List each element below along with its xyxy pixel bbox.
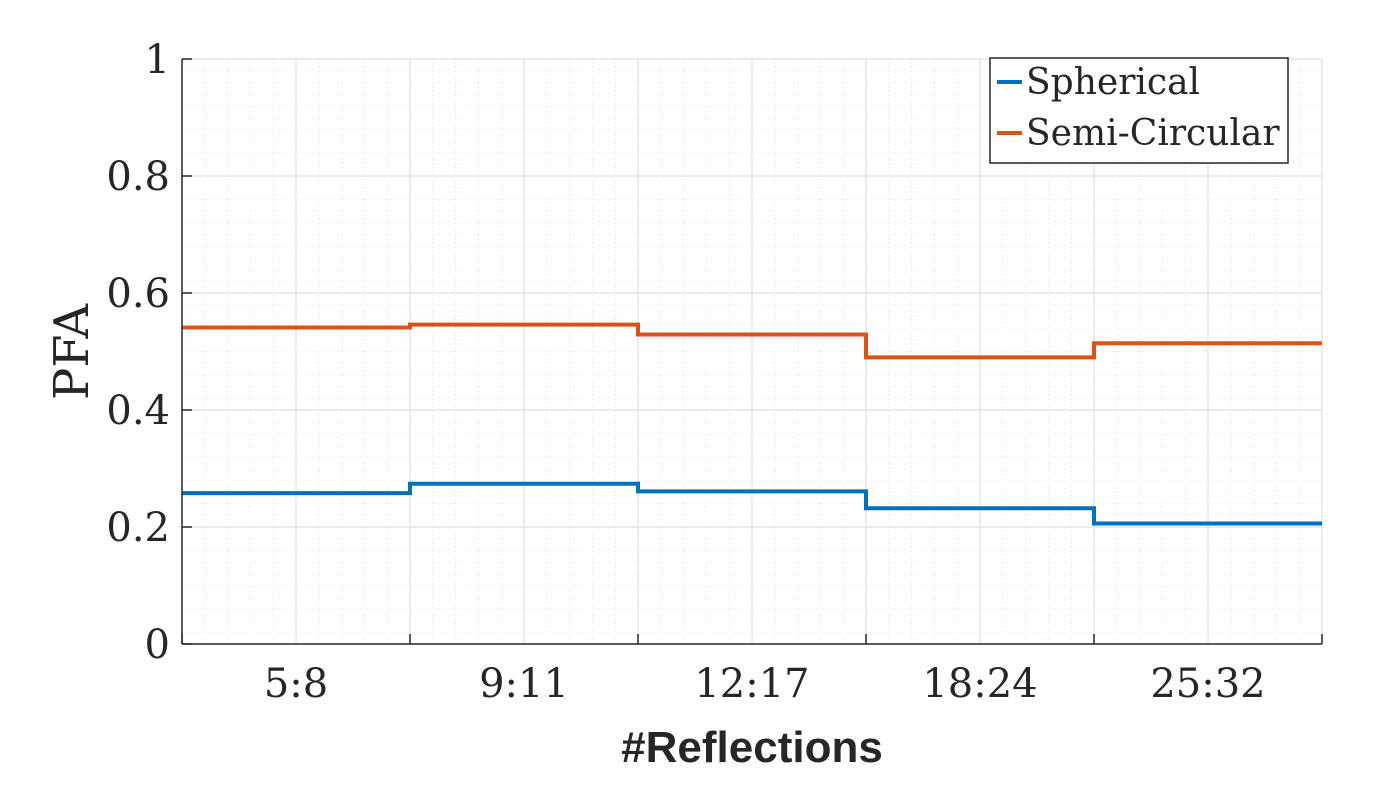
series-line-spherical bbox=[182, 481, 1322, 526]
x-tick-labels: 5:8 9:11 12:17 18:24 25:32 bbox=[264, 661, 1266, 707]
y-tick-label: 0.2 bbox=[106, 505, 170, 551]
y-tick-label: 1 bbox=[145, 37, 170, 83]
y-tick-label: 0.6 bbox=[106, 271, 170, 317]
x-axis-label: #Reflections bbox=[621, 723, 883, 772]
series-lines bbox=[182, 322, 1322, 526]
x-tick-label: 18:24 bbox=[922, 661, 1037, 707]
legend-label-semi-circular: Semi-Circular bbox=[1026, 113, 1280, 154]
y-tick-label: 0 bbox=[145, 622, 170, 668]
legend-label-spherical: Spherical bbox=[1026, 62, 1200, 103]
y-tick-label: 0.8 bbox=[106, 154, 170, 200]
x-tick-label: 12:17 bbox=[694, 661, 809, 707]
x-tick-label: 9:11 bbox=[479, 661, 569, 707]
y-tick-labels: 0 0.2 0.4 0.6 0.8 1 bbox=[106, 37, 170, 668]
axes bbox=[181, 58, 1323, 645]
legend-box bbox=[989, 57, 1289, 164]
x-tick-label: 25:32 bbox=[1150, 661, 1265, 707]
y-axis-label: PFA bbox=[44, 303, 100, 400]
x-tick-label: 5:8 bbox=[264, 661, 328, 707]
y-tick-label: 0.4 bbox=[106, 388, 170, 434]
legend: Spherical Semi-Circular bbox=[989, 57, 1289, 164]
series-line-semi-circular bbox=[182, 322, 1322, 360]
